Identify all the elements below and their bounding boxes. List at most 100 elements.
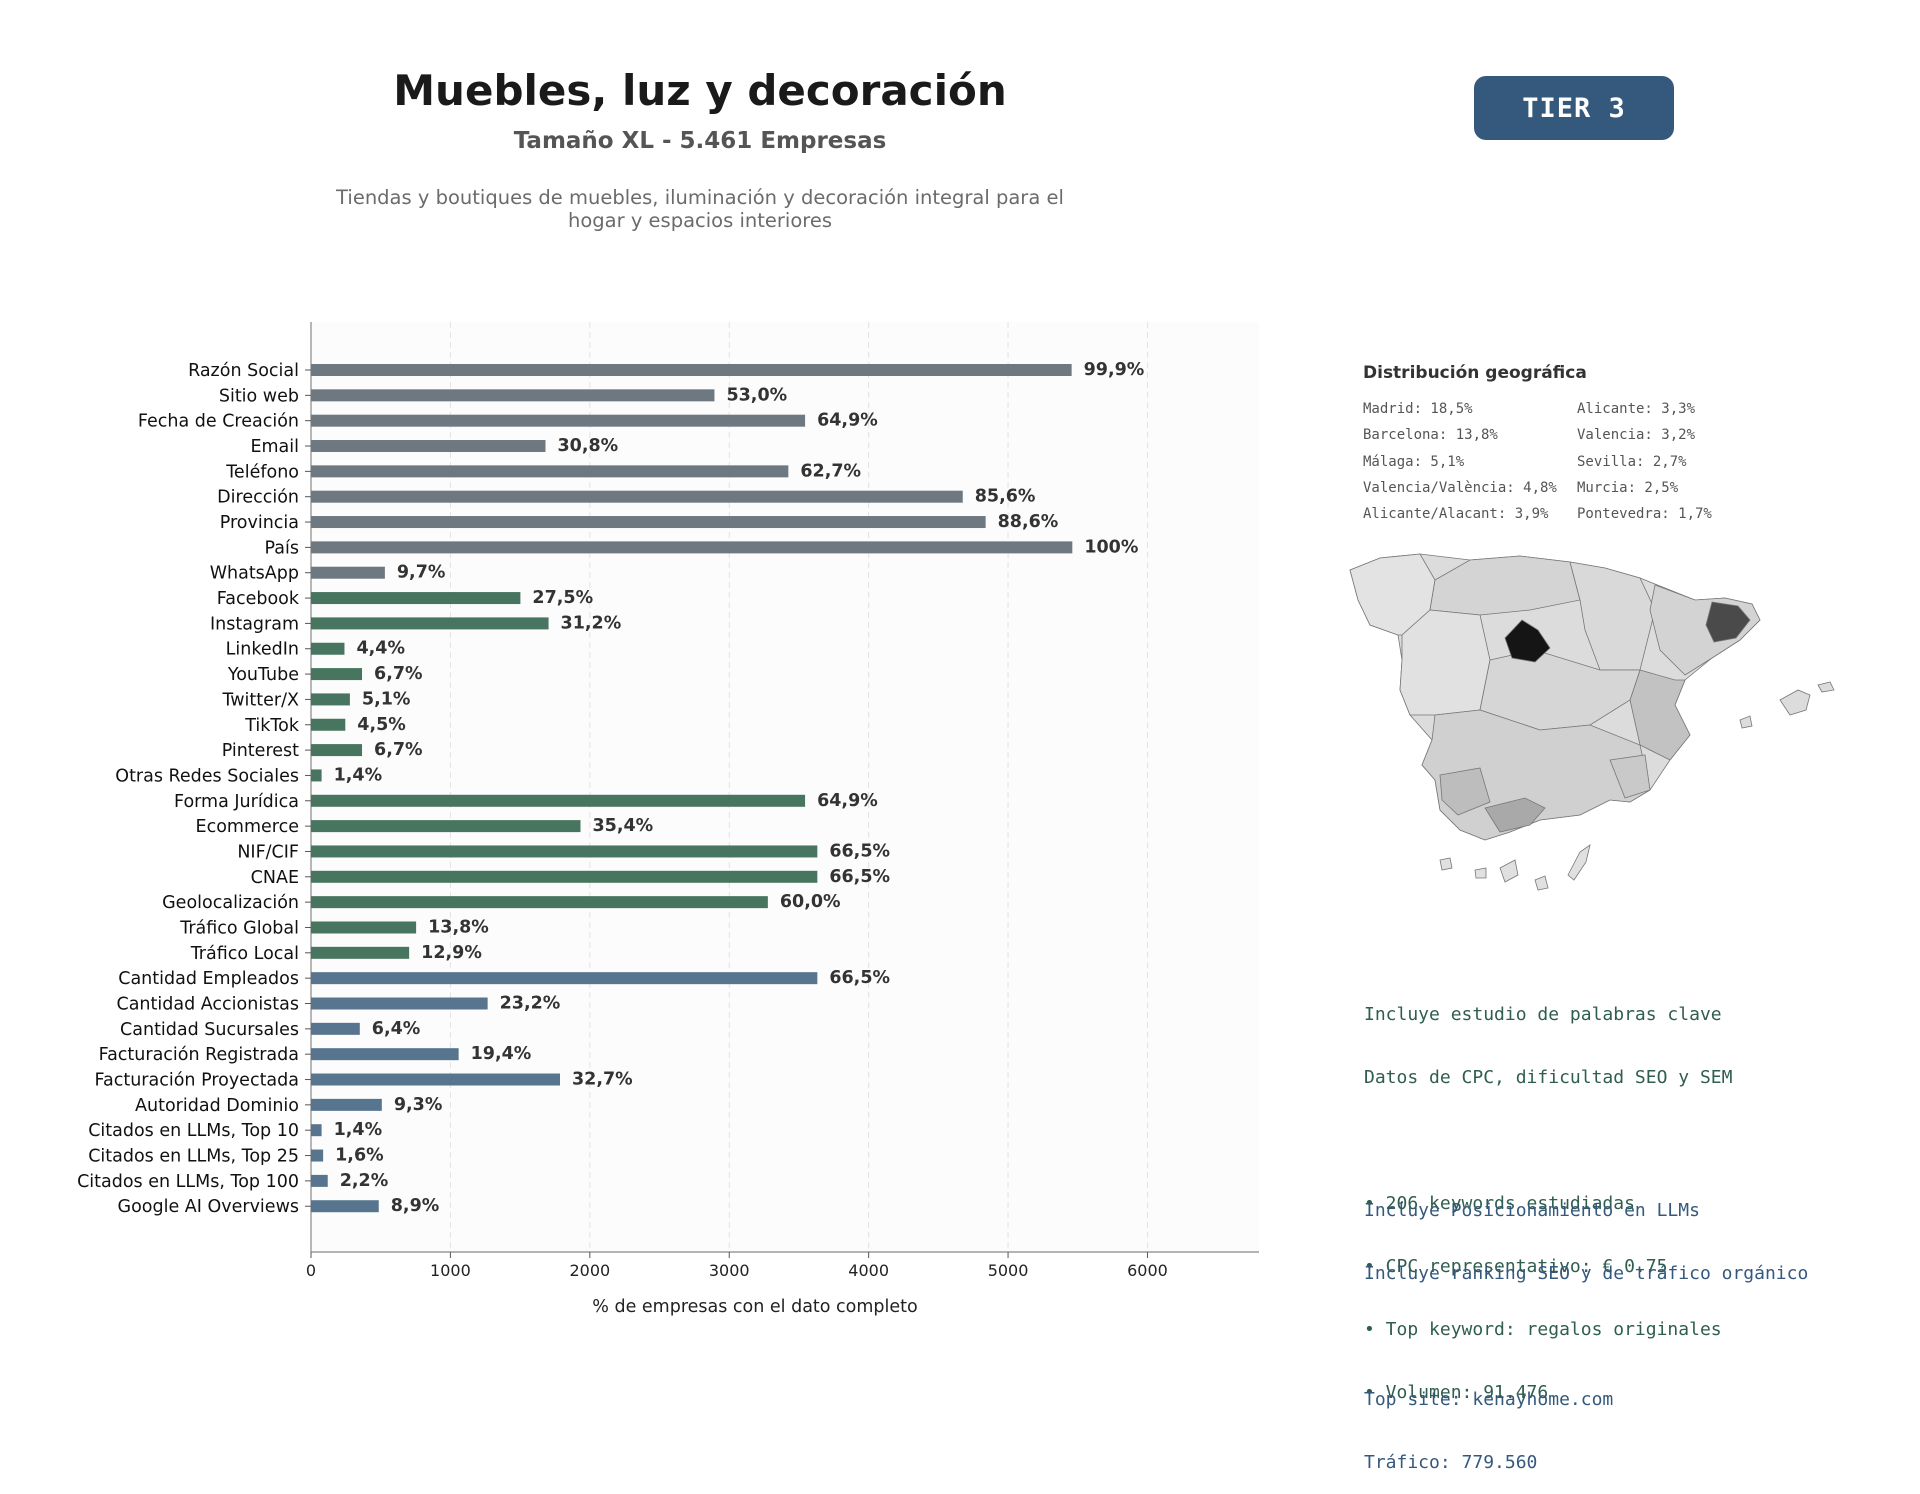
map-canary-4 xyxy=(1534,875,1549,891)
data-label: 64,9% xyxy=(817,411,878,431)
data-label: 1,4% xyxy=(334,765,383,785)
geo-item: Valencia/València: 4,8% xyxy=(1363,479,1557,496)
bar xyxy=(311,820,581,833)
bar-chart: 0 1000 2000 3000 4000 5000 6000 % de empresas c… xyxy=(77,322,1259,1317)
data-label: 66,5% xyxy=(829,867,890,887)
bar xyxy=(311,1073,560,1086)
bar xyxy=(311,769,322,782)
map-ibiza xyxy=(1739,715,1753,729)
map-mallorca xyxy=(1779,689,1811,716)
page-description: Tiendas y boutiques de muebles, iluminac… xyxy=(336,186,1064,232)
map-barcelona xyxy=(1705,601,1751,643)
category-label: TikTok xyxy=(244,716,300,736)
x-tick-label: 5000 xyxy=(988,1261,1029,1280)
data-label: 85,6% xyxy=(975,487,1036,507)
geo-item: Málaga: 5,1% xyxy=(1363,453,1465,470)
bar xyxy=(311,870,818,883)
x-tick-label: 6000 xyxy=(1127,1261,1168,1280)
data-label: 100% xyxy=(1084,537,1138,557)
llm-spacer xyxy=(1364,1326,1808,1347)
map-canary-2 xyxy=(1474,867,1487,879)
page-subtitle: Tamaño XL - 5.461 Empresas xyxy=(513,128,887,154)
geo-item: Barcelona: 13,8% xyxy=(1363,427,1498,444)
geo-item: Valencia: 3,2% xyxy=(1577,427,1696,444)
category-label: Email xyxy=(250,437,299,457)
data-label: 23,2% xyxy=(500,994,561,1014)
plot-area xyxy=(311,322,1259,1252)
map-madrid xyxy=(1504,619,1551,663)
geo-item: Alicante: 3,3% xyxy=(1577,401,1696,417)
data-label: 64,9% xyxy=(817,791,878,811)
category-label: Autoridad Dominio xyxy=(135,1096,299,1116)
llm-line: Top site: kenayhome.com xyxy=(1364,1389,1614,1410)
bar xyxy=(311,1149,324,1162)
data-label: 4,5% xyxy=(357,715,406,735)
category-label: Google AI Overviews xyxy=(118,1197,299,1217)
bar xyxy=(311,414,806,427)
data-label: 9,7% xyxy=(397,563,446,583)
category-label: WhatsApp xyxy=(210,564,299,584)
seo-line: • Top keyword: regalos originales xyxy=(1364,1319,1722,1340)
seo-line: • CPC representativo: € 0.75 xyxy=(1364,1256,1668,1277)
category-label: Facturación Registrada xyxy=(99,1045,299,1065)
spain-province-map xyxy=(1349,553,1835,891)
data-label: 30,8% xyxy=(557,436,618,456)
bar xyxy=(311,389,715,402)
category-label: Twitter/X xyxy=(221,690,299,710)
llm-line: Incluye ranking SEO y de tráfico orgánic… xyxy=(1364,1263,1809,1284)
data-label: 27,5% xyxy=(532,588,593,608)
map-canary-1 xyxy=(1439,857,1453,871)
data-label: 8,9% xyxy=(391,1196,440,1216)
bar xyxy=(311,465,789,478)
category-label: Cantidad Accionistas xyxy=(116,995,299,1015)
page-title: Muebles, luz y decoración xyxy=(393,66,1007,115)
bar xyxy=(311,1022,360,1035)
category-label: País xyxy=(265,538,299,558)
seo-line: • 206 keywords estudiadas xyxy=(1364,1193,1635,1214)
llm-panel: Incluye Posicionamiento en LLMs Incluye … xyxy=(1364,1158,1808,1494)
geo-item: Madrid: 18,5% xyxy=(1363,401,1473,417)
map-malaga xyxy=(1484,797,1546,833)
data-label: 66,5% xyxy=(829,968,890,988)
bar xyxy=(311,364,1072,376)
geo-distribution-list: Madrid: 18,5% Alicante: 3,3% Barcelona: … xyxy=(1363,400,1803,524)
x-tick-label: 4000 xyxy=(848,1261,889,1280)
x-tick-label: 2000 xyxy=(569,1261,610,1280)
seo-spacer xyxy=(1364,1130,1732,1151)
tier-badge: TIER 3 xyxy=(1474,76,1674,140)
map-sevilla xyxy=(1439,767,1491,816)
data-label: 9,3% xyxy=(394,1095,443,1115)
map-canary-5 xyxy=(1567,844,1591,881)
bar xyxy=(311,921,417,934)
bar xyxy=(311,744,363,757)
data-label: 62,7% xyxy=(800,461,861,481)
map-canary-3 xyxy=(1499,859,1519,883)
geo-item: Murcia: 2,5% xyxy=(1577,479,1679,496)
category-label: Sitio web xyxy=(219,386,299,406)
category-label: Ecommerce xyxy=(196,817,299,837)
map-menorca xyxy=(1817,681,1835,693)
seo-line: Incluye estudio de palabras clave xyxy=(1364,1004,1722,1025)
x-axis-label: % de empresas con el dato completo xyxy=(592,1297,917,1317)
data-label: 4,4% xyxy=(356,639,405,659)
category-label: Pinterest xyxy=(222,741,299,761)
data-label: 6,7% xyxy=(374,740,423,760)
data-label: 2,2% xyxy=(340,1171,389,1191)
category-label: Tráfico Local xyxy=(190,944,299,964)
bar xyxy=(311,997,488,1010)
bar xyxy=(311,592,521,605)
bar xyxy=(311,946,410,959)
geo-item: Pontevedra: 1,7% xyxy=(1577,506,1712,523)
category-label: YouTube xyxy=(227,665,299,685)
data-label: 6,7% xyxy=(374,664,423,684)
bar xyxy=(311,617,549,630)
bar xyxy=(311,642,345,655)
category-label: Fecha de Creación xyxy=(138,412,299,432)
bar xyxy=(311,972,818,985)
data-label: 32,7% xyxy=(572,1070,633,1090)
data-label: 1,6% xyxy=(335,1146,384,1166)
seo-line: • Volumen: 91.476 xyxy=(1364,1382,1549,1403)
bar xyxy=(311,1200,379,1213)
x-tick-label: 3000 xyxy=(709,1261,750,1280)
bar xyxy=(311,541,1073,554)
